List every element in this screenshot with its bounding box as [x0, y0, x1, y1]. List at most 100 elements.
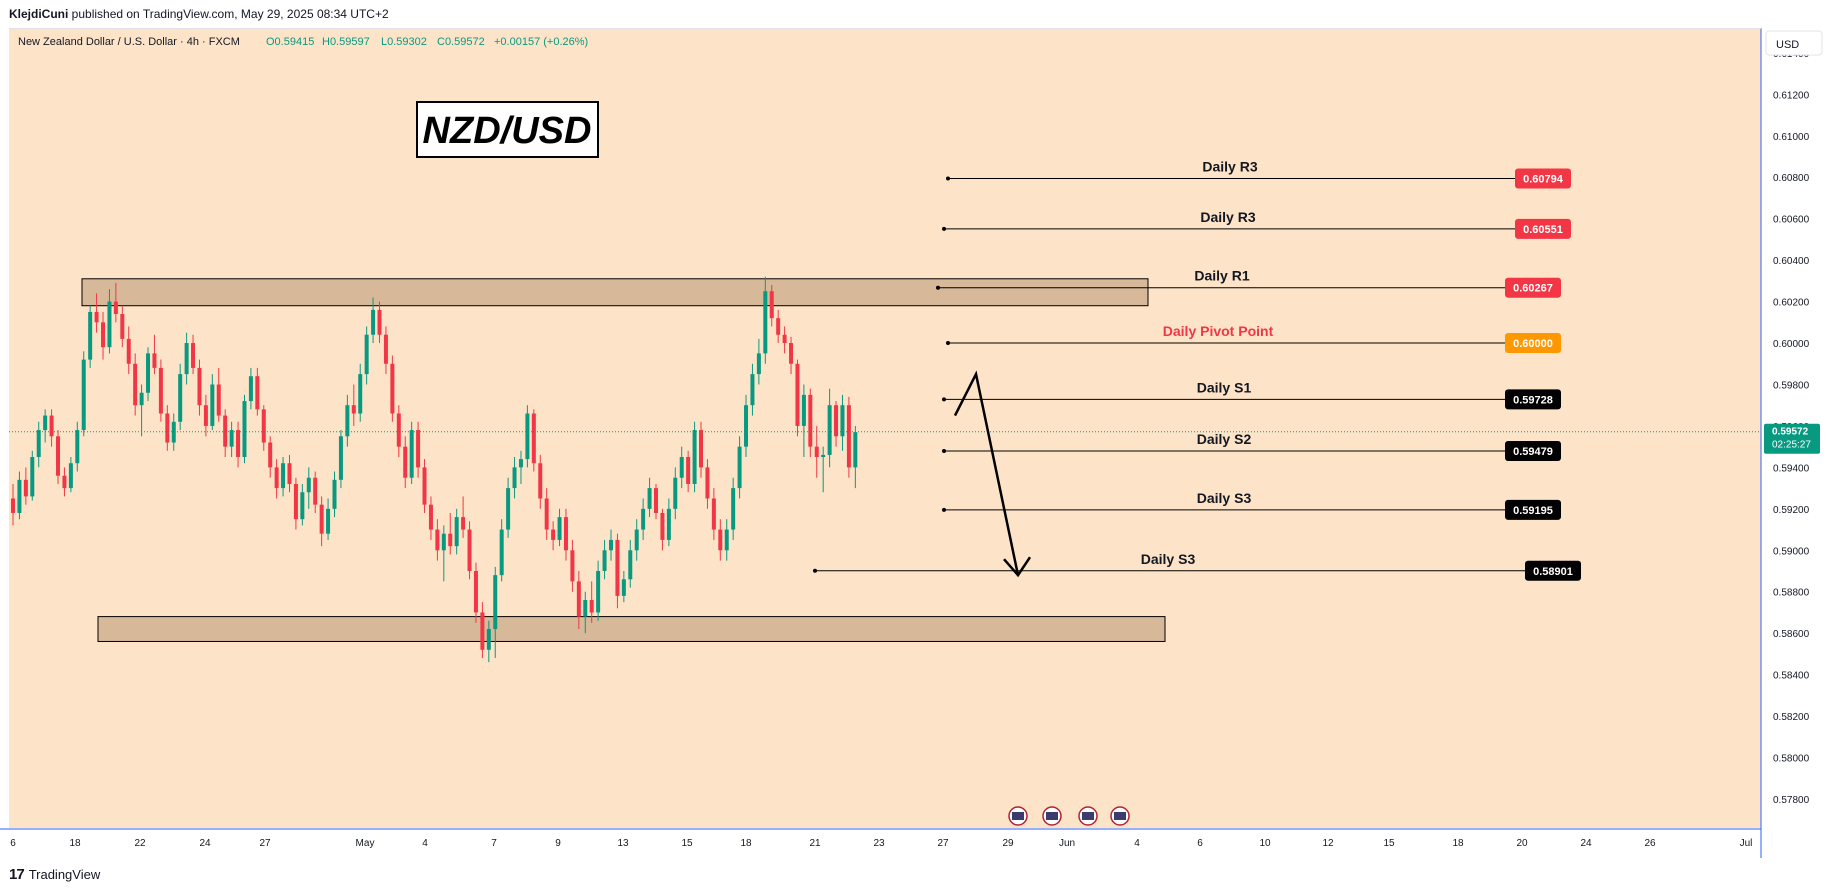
candle-body — [75, 430, 80, 464]
y-tick-label: 0.58600 — [1773, 629, 1810, 640]
last-price-badge[interactable] — [1764, 423, 1820, 454]
candle-body — [731, 488, 736, 530]
candle-body — [467, 529, 472, 572]
candle-body — [589, 600, 594, 613]
x-tick-label: 7 — [491, 838, 497, 849]
candle-body — [36, 430, 41, 458]
plot-background — [9, 28, 1761, 828]
pivot-level-price-badge[interactable] — [1515, 218, 1571, 239]
candle-body — [641, 508, 646, 530]
candle-body — [255, 376, 260, 410]
candle-body — [744, 405, 749, 447]
candle-body — [242, 401, 247, 458]
x-tick-label: 10 — [1259, 838, 1271, 849]
candle-body — [557, 517, 562, 540]
currency-box[interactable] — [1765, 30, 1823, 56]
candle-body — [846, 405, 851, 468]
candle-body — [390, 363, 395, 414]
candle-body — [133, 363, 138, 406]
pivot-level-price-text: 0.60000 — [1513, 338, 1553, 350]
candle-body — [236, 430, 241, 458]
candle-body — [68, 463, 73, 489]
footer-brand[interactable]: 17 TradingView — [9, 864, 100, 884]
candle-body — [49, 415, 54, 437]
candle-body — [416, 430, 421, 468]
pivot-level-anchor — [942, 226, 946, 231]
candle-body — [563, 517, 568, 551]
y-tick-label: 0.60000 — [1773, 339, 1810, 350]
pivot-level-price-badge[interactable] — [1515, 168, 1571, 189]
price-axis[interactable]: 0.57800 0.58000 0.58200 0.58400 0.58600 0.588… — [1764, 49, 1820, 806]
pivot-level-price-badge[interactable] — [1505, 499, 1561, 520]
x-tick-label: 6 — [1197, 838, 1203, 849]
y-tick-label: 0.58400 — [1773, 671, 1810, 682]
countdown-label: 02:25:27 — [1772, 440, 1811, 451]
candle-body — [435, 529, 440, 551]
candle-body — [461, 517, 466, 530]
brand-name: TradingView — [28, 866, 101, 882]
candle-body — [281, 463, 286, 489]
candle-body — [107, 301, 112, 348]
candle-body — [480, 612, 485, 650]
candle-body — [101, 322, 106, 348]
candle-body — [120, 314, 125, 339]
title-box — [416, 101, 599, 158]
candle-body — [711, 498, 716, 530]
pivot-level-price-badge[interactable] — [1505, 277, 1561, 298]
candle-body — [358, 374, 363, 414]
candle-body — [647, 488, 652, 509]
author-name[interactable]: KlejdiCuni — [9, 7, 69, 21]
candle-body — [11, 498, 15, 513]
pivot-level-label: Daily S3 — [1197, 490, 1252, 506]
candle-body — [808, 394, 813, 447]
x-tick-label: 12 — [1322, 838, 1334, 849]
pivot-level-anchor — [946, 176, 950, 181]
pivot-level-label: Daily S2 — [1197, 431, 1252, 447]
pivot-level-price-badge[interactable] — [1505, 389, 1561, 410]
candle-body — [17, 479, 22, 513]
candle-body — [287, 463, 292, 484]
pivot-level-label: Daily R3 — [1202, 158, 1257, 174]
x-tick-label: 26 — [1644, 838, 1656, 849]
us-flag-stripes-icon — [1114, 812, 1126, 820]
time-axis[interactable]: 6 18 22 24 27 May 4 7 9 13 15 18 21 23 27 29 Jun 4 6 10 12 15… — [10, 838, 1752, 849]
candle-body — [422, 467, 427, 505]
candle-body — [371, 309, 376, 335]
pivot-level-price-badge[interactable] — [1525, 560, 1581, 581]
candle-body — [718, 529, 723, 551]
y-tick-label: 0.60400 — [1773, 256, 1810, 267]
event-icons[interactable] — [1008, 806, 1130, 826]
chart-container[interactable]: Daily R3 0.60794 Daily R3 0.60551 Daily R1 0.… — [0, 28, 1835, 858]
pivot-level-price-badge[interactable] — [1505, 441, 1561, 462]
x-tick-label: Jun — [1059, 838, 1075, 849]
symbol-description: New Zealand Dollar / U.S. Dollar · 4h · … — [18, 36, 240, 48]
pivot-level-price-badge[interactable] — [1505, 333, 1561, 354]
pivot-level-anchor — [813, 568, 817, 573]
x-tick-label: 15 — [1383, 838, 1395, 849]
candlestick-chart[interactable]: Daily R3 0.60794 Daily R3 0.60551 Daily R1 0.… — [0, 28, 1835, 858]
pivot-level-label: Daily Pivot Point — [1163, 323, 1274, 339]
candle-body — [679, 457, 684, 478]
candle-body — [737, 446, 742, 489]
y-tick-label: 0.59200 — [1773, 505, 1810, 516]
pivot-level-label: Daily S3 — [1141, 551, 1196, 567]
candle-body — [274, 467, 279, 489]
y-tick-label: 0.58000 — [1773, 754, 1810, 765]
candle-body — [750, 374, 755, 406]
candle-body — [531, 413, 536, 464]
x-tick-label: May — [356, 838, 375, 849]
candle-body — [152, 353, 157, 368]
candle-body — [789, 343, 794, 364]
candle-body — [583, 600, 588, 617]
pivot-level-price-text: 0.60267 — [1513, 283, 1553, 295]
candle-body — [409, 430, 414, 478]
support-zone[interactable] — [97, 616, 1166, 642]
zones-layer — [81, 278, 1166, 642]
candle-body — [383, 334, 388, 364]
pivot-level-price-text: 0.60794 — [1523, 173, 1564, 185]
candle-body — [293, 483, 298, 520]
candle-body — [306, 477, 311, 493]
resistance-zone[interactable] — [81, 278, 1149, 307]
x-tick-label: 9 — [555, 838, 561, 849]
us-flag-stripes-icon — [1046, 812, 1058, 820]
